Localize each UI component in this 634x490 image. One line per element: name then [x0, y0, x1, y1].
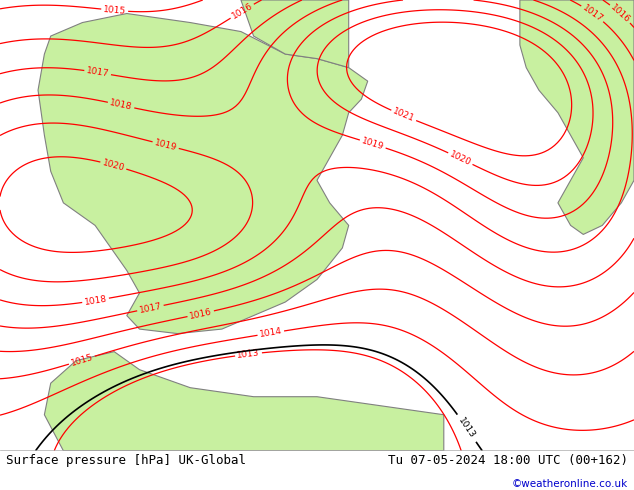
Text: 1018: 1018 — [84, 294, 108, 307]
Text: 1016: 1016 — [188, 307, 213, 320]
Text: 1015: 1015 — [103, 5, 127, 16]
Polygon shape — [38, 14, 368, 334]
Polygon shape — [520, 0, 634, 234]
Text: 1019: 1019 — [153, 138, 178, 152]
Polygon shape — [241, 0, 349, 68]
Text: 1020: 1020 — [101, 158, 126, 172]
Text: 1017: 1017 — [581, 3, 605, 24]
Text: 1013: 1013 — [236, 348, 261, 360]
Text: Tu 07-05-2024 18:00 UTC (00+162): Tu 07-05-2024 18:00 UTC (00+162) — [387, 454, 628, 467]
Polygon shape — [44, 352, 444, 451]
Text: 1017: 1017 — [86, 66, 110, 79]
Text: 1013: 1013 — [456, 416, 477, 440]
Text: 1017: 1017 — [138, 301, 162, 315]
Text: ©weatheronline.co.uk: ©weatheronline.co.uk — [512, 479, 628, 489]
Text: 1016: 1016 — [609, 2, 632, 25]
Text: Surface pressure [hPa] UK-Global: Surface pressure [hPa] UK-Global — [6, 454, 247, 467]
Text: 1016: 1016 — [230, 1, 254, 21]
Text: 1015: 1015 — [70, 352, 94, 368]
Text: 1018: 1018 — [109, 98, 133, 112]
Text: 1019: 1019 — [361, 136, 385, 152]
Text: 1014: 1014 — [259, 327, 283, 340]
Text: 1020: 1020 — [448, 149, 472, 168]
Text: 1021: 1021 — [391, 107, 416, 124]
